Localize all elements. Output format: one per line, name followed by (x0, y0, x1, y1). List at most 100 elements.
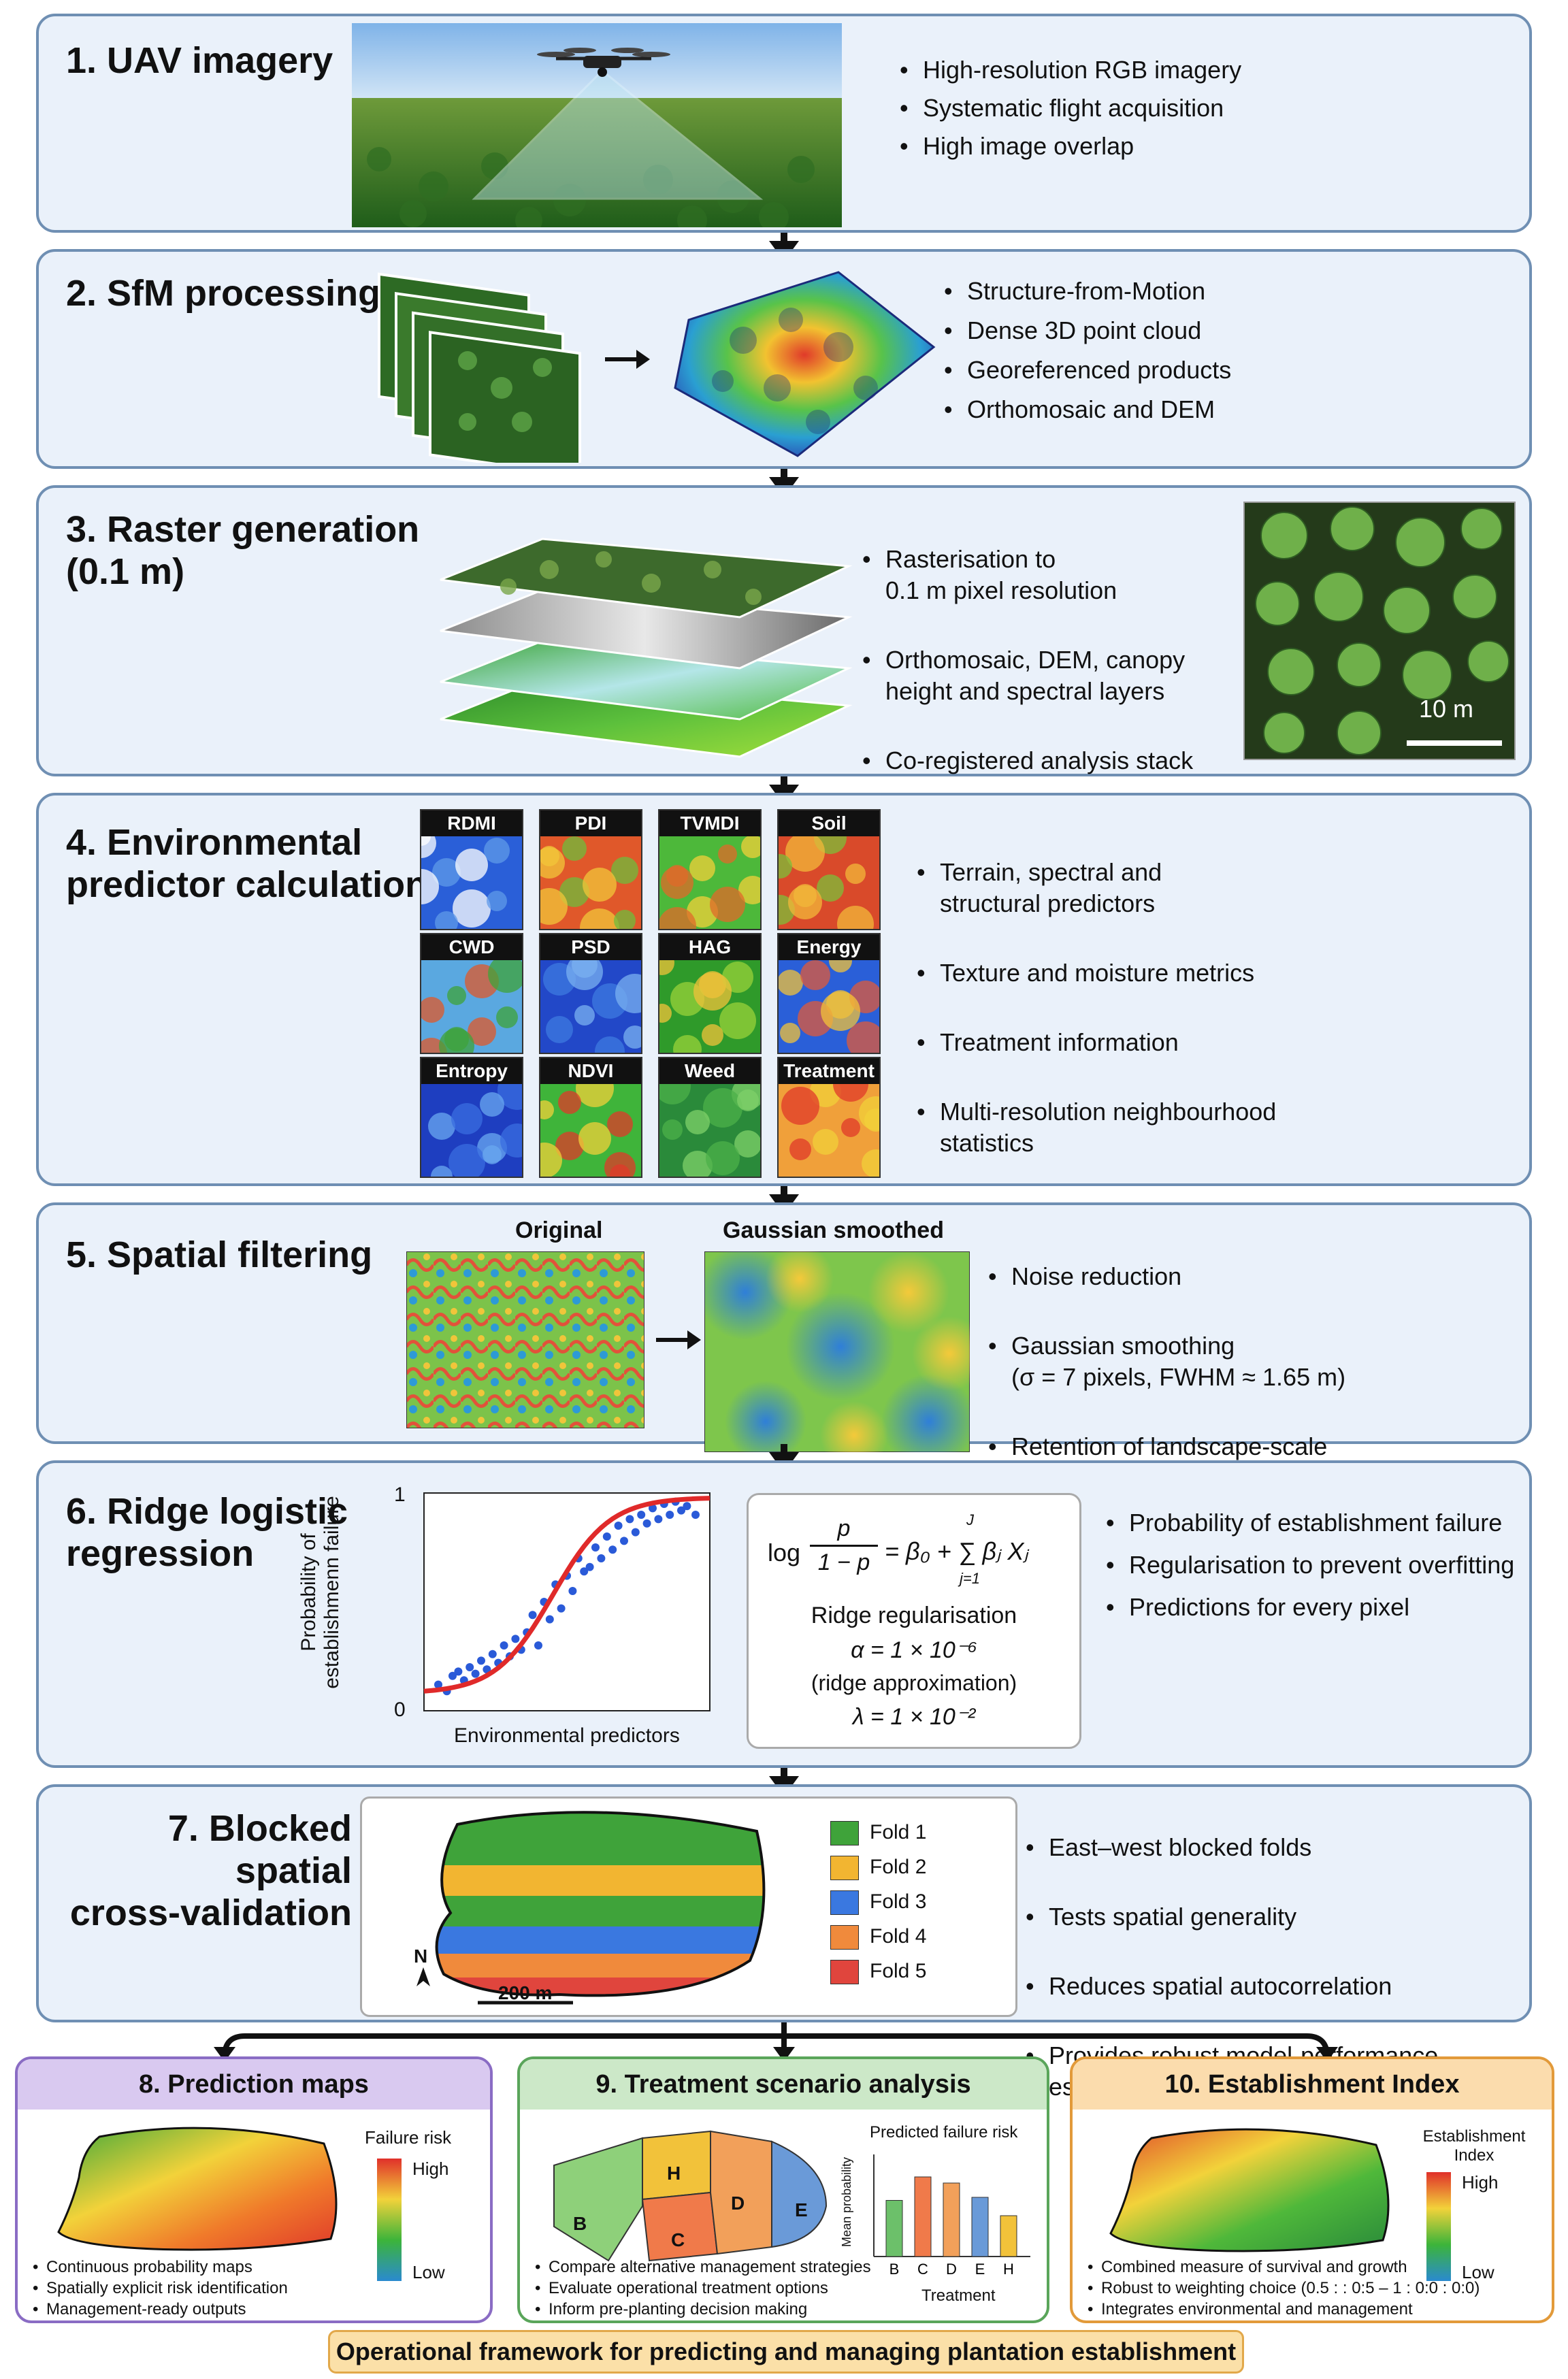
zone-label-h: H (667, 2163, 681, 2184)
risk-map (57, 2127, 338, 2251)
ridge-approx: (ridge approximation) (811, 1671, 1017, 1695)
panel-spatial-filtering: 5. Spatial filtering Original Gaussian s… (36, 1202, 1532, 1492)
bar-tick-label: H (1003, 2261, 1014, 2278)
bullet: Inform pre-planting decision making (535, 2299, 871, 2320)
predictor-tile-label: Entropy (421, 1058, 522, 1084)
bullet: Treatment information (917, 1027, 1276, 1058)
formula-box: log p 1 − p J = β₀ + ∑ βⱼ Xⱼ j=1 Ridge r… (747, 1493, 1081, 1749)
lambda-value: λ = 1 × 10⁻² (852, 1704, 976, 1730)
panel-title: 6. Ridge logistic regression (66, 1491, 348, 1574)
scatter-point (528, 1611, 537, 1620)
bullet: Management-ready outputs (33, 2299, 288, 2320)
scatter-point (683, 1502, 691, 1511)
predictor-tile-treatment: Treatment (777, 1057, 881, 1178)
scale-label: 200 m (498, 1982, 553, 2003)
predictor-tile-label: HAG (659, 934, 760, 960)
scatter-point (580, 1567, 589, 1576)
formula-log: log (768, 1539, 801, 1566)
predictor-tile-map (779, 960, 879, 1053)
predictor-tile-map (421, 836, 522, 929)
legend-title: Establishment Index (1422, 2127, 1526, 2165)
panel-sfm-processing: 2. SfM processing Structure-from-Motion … (36, 249, 1532, 469)
legend-colorbar (377, 2159, 402, 2281)
panel-title: 9. Treatment scenario analysis (520, 2059, 1047, 2110)
bar-e (971, 2197, 989, 2257)
bar-ylabel: Mean probability (840, 2156, 853, 2248)
scatter-point (677, 1506, 685, 1515)
panel-title: 1. UAV imagery (66, 40, 333, 81)
scatter-point (597, 1554, 606, 1562)
panel-treatment-scenario: 9. Treatment scenario analysis B H C D E… (517, 2056, 1049, 2323)
fold-map-box: N 200 m Fold 1 Fold 2 Fold 3 Fold 4 Fold 5 (360, 1796, 1017, 2017)
panel-title: 2. SfM processing (66, 273, 381, 314)
formula-rhs: = β₀ + ∑ βⱼ Xⱼ (885, 1537, 1028, 1565)
bullet: Georeferenced products (944, 354, 1231, 387)
formula-sum-top: J (966, 1511, 974, 1528)
legend-low: Low (412, 2262, 445, 2282)
bar-tick-label: B (889, 2261, 900, 2278)
smoothed-map (704, 1251, 970, 1452)
legend-high: High (412, 2159, 449, 2179)
fold-label: Fold 1 (870, 1821, 927, 1843)
panel-ridge-logistic-regression: 6. Ridge logistic regression Probability… (36, 1460, 1532, 1768)
scatter-point (666, 1511, 674, 1519)
fraction-denominator: 1 − p (817, 1549, 870, 1575)
predictor-tile-map (779, 836, 879, 929)
predictor-tile-map (659, 836, 760, 929)
fold-map (416, 1811, 766, 2005)
predictor-tile-entropy: Entropy (420, 1057, 523, 1178)
bullet: Integrates environmental and management (1088, 2299, 1480, 2320)
bullet: Evaluate operational treatment options (535, 2278, 871, 2299)
bar-tick-label: E (975, 2261, 985, 2278)
scatter-point (545, 1615, 554, 1624)
bullet: Robust to weighting choice (0.5 : : 0:5 … (1088, 2278, 1480, 2299)
predictor-tile-soil: Soil (777, 809, 881, 930)
alpha-value: α = 1 × 10⁻⁶ (851, 1637, 977, 1663)
bullet: Dense 3D point cloud (944, 314, 1231, 347)
aerial-canopy-image (1243, 502, 1516, 760)
bullet: Orthomosaic and DEM (944, 393, 1231, 426)
logistic-fit-line (423, 1496, 710, 1694)
fold-swatch (830, 1925, 859, 1950)
bullet: Reduces spatial autocorrelation (1026, 1971, 1438, 2002)
panel-title: 3. Raster generation (0.1 m) (66, 509, 420, 592)
panel-uav-imagery: 1. UAV imagery High-resolution RGB image… (36, 14, 1532, 233)
predictor-tile-cwd: CWD (420, 933, 523, 1054)
y-tick-bottom: 0 (394, 1699, 406, 1721)
predictor-tile-label: Treatment (779, 1058, 879, 1084)
scatter-point (631, 1528, 640, 1537)
bar-b (885, 2200, 903, 2257)
predictor-tile-label: NDVI (540, 1058, 641, 1084)
formula-fraction: p 1 − p (810, 1515, 878, 1576)
panel-raster-generation: 3. Raster generation (0.1 m) Rasterisati… (36, 485, 1532, 776)
scatter-point (454, 1667, 463, 1676)
bullet: Structure-from-Motion (944, 275, 1231, 308)
scatter-point (500, 1641, 508, 1650)
predictor-tile-energy: Energy (777, 933, 881, 1054)
logistic-chart (423, 1492, 710, 1711)
predictor-tile-weed: Weed (658, 1057, 762, 1178)
bar-d (943, 2182, 960, 2257)
panel-title: 7. Blocked spatial cross-validation (69, 1808, 352, 1933)
raster-stack-graphic (440, 538, 853, 758)
drone-icon (537, 48, 670, 77)
bullet-list: Continuous probability maps Spatially ex… (33, 2257, 288, 2320)
x-axis-label: Environmental predictors (454, 1724, 680, 1747)
arrow-right-icon (605, 350, 650, 369)
image-stack-graphic (378, 272, 581, 463)
bullet: East–west blocked folds (1026, 1832, 1438, 1863)
bullet: Co-registered analysis stack (862, 745, 1193, 776)
zone-label-d: D (731, 2193, 745, 2214)
footer-banner: Operational framework for predicting and… (328, 2330, 1244, 2374)
predictor-tile-tvmdi: TVMDI (658, 809, 762, 930)
north-label: N (414, 1946, 428, 1967)
bullet: Spatially explicit risk identification (33, 2278, 288, 2299)
predictor-tile-map (779, 1084, 879, 1177)
scatter-point (585, 1562, 594, 1571)
bullet: Gaussian smoothing (σ = 7 pixels, FWHM ≈… (988, 1330, 1345, 1393)
bullet: Multi-resolution neighbourhood statistic… (917, 1096, 1276, 1159)
scatter-point (602, 1532, 611, 1541)
panel-establishment-index: 10. Establishment Index Establishment In… (1070, 2056, 1554, 2323)
predictor-tile-map (540, 836, 641, 929)
